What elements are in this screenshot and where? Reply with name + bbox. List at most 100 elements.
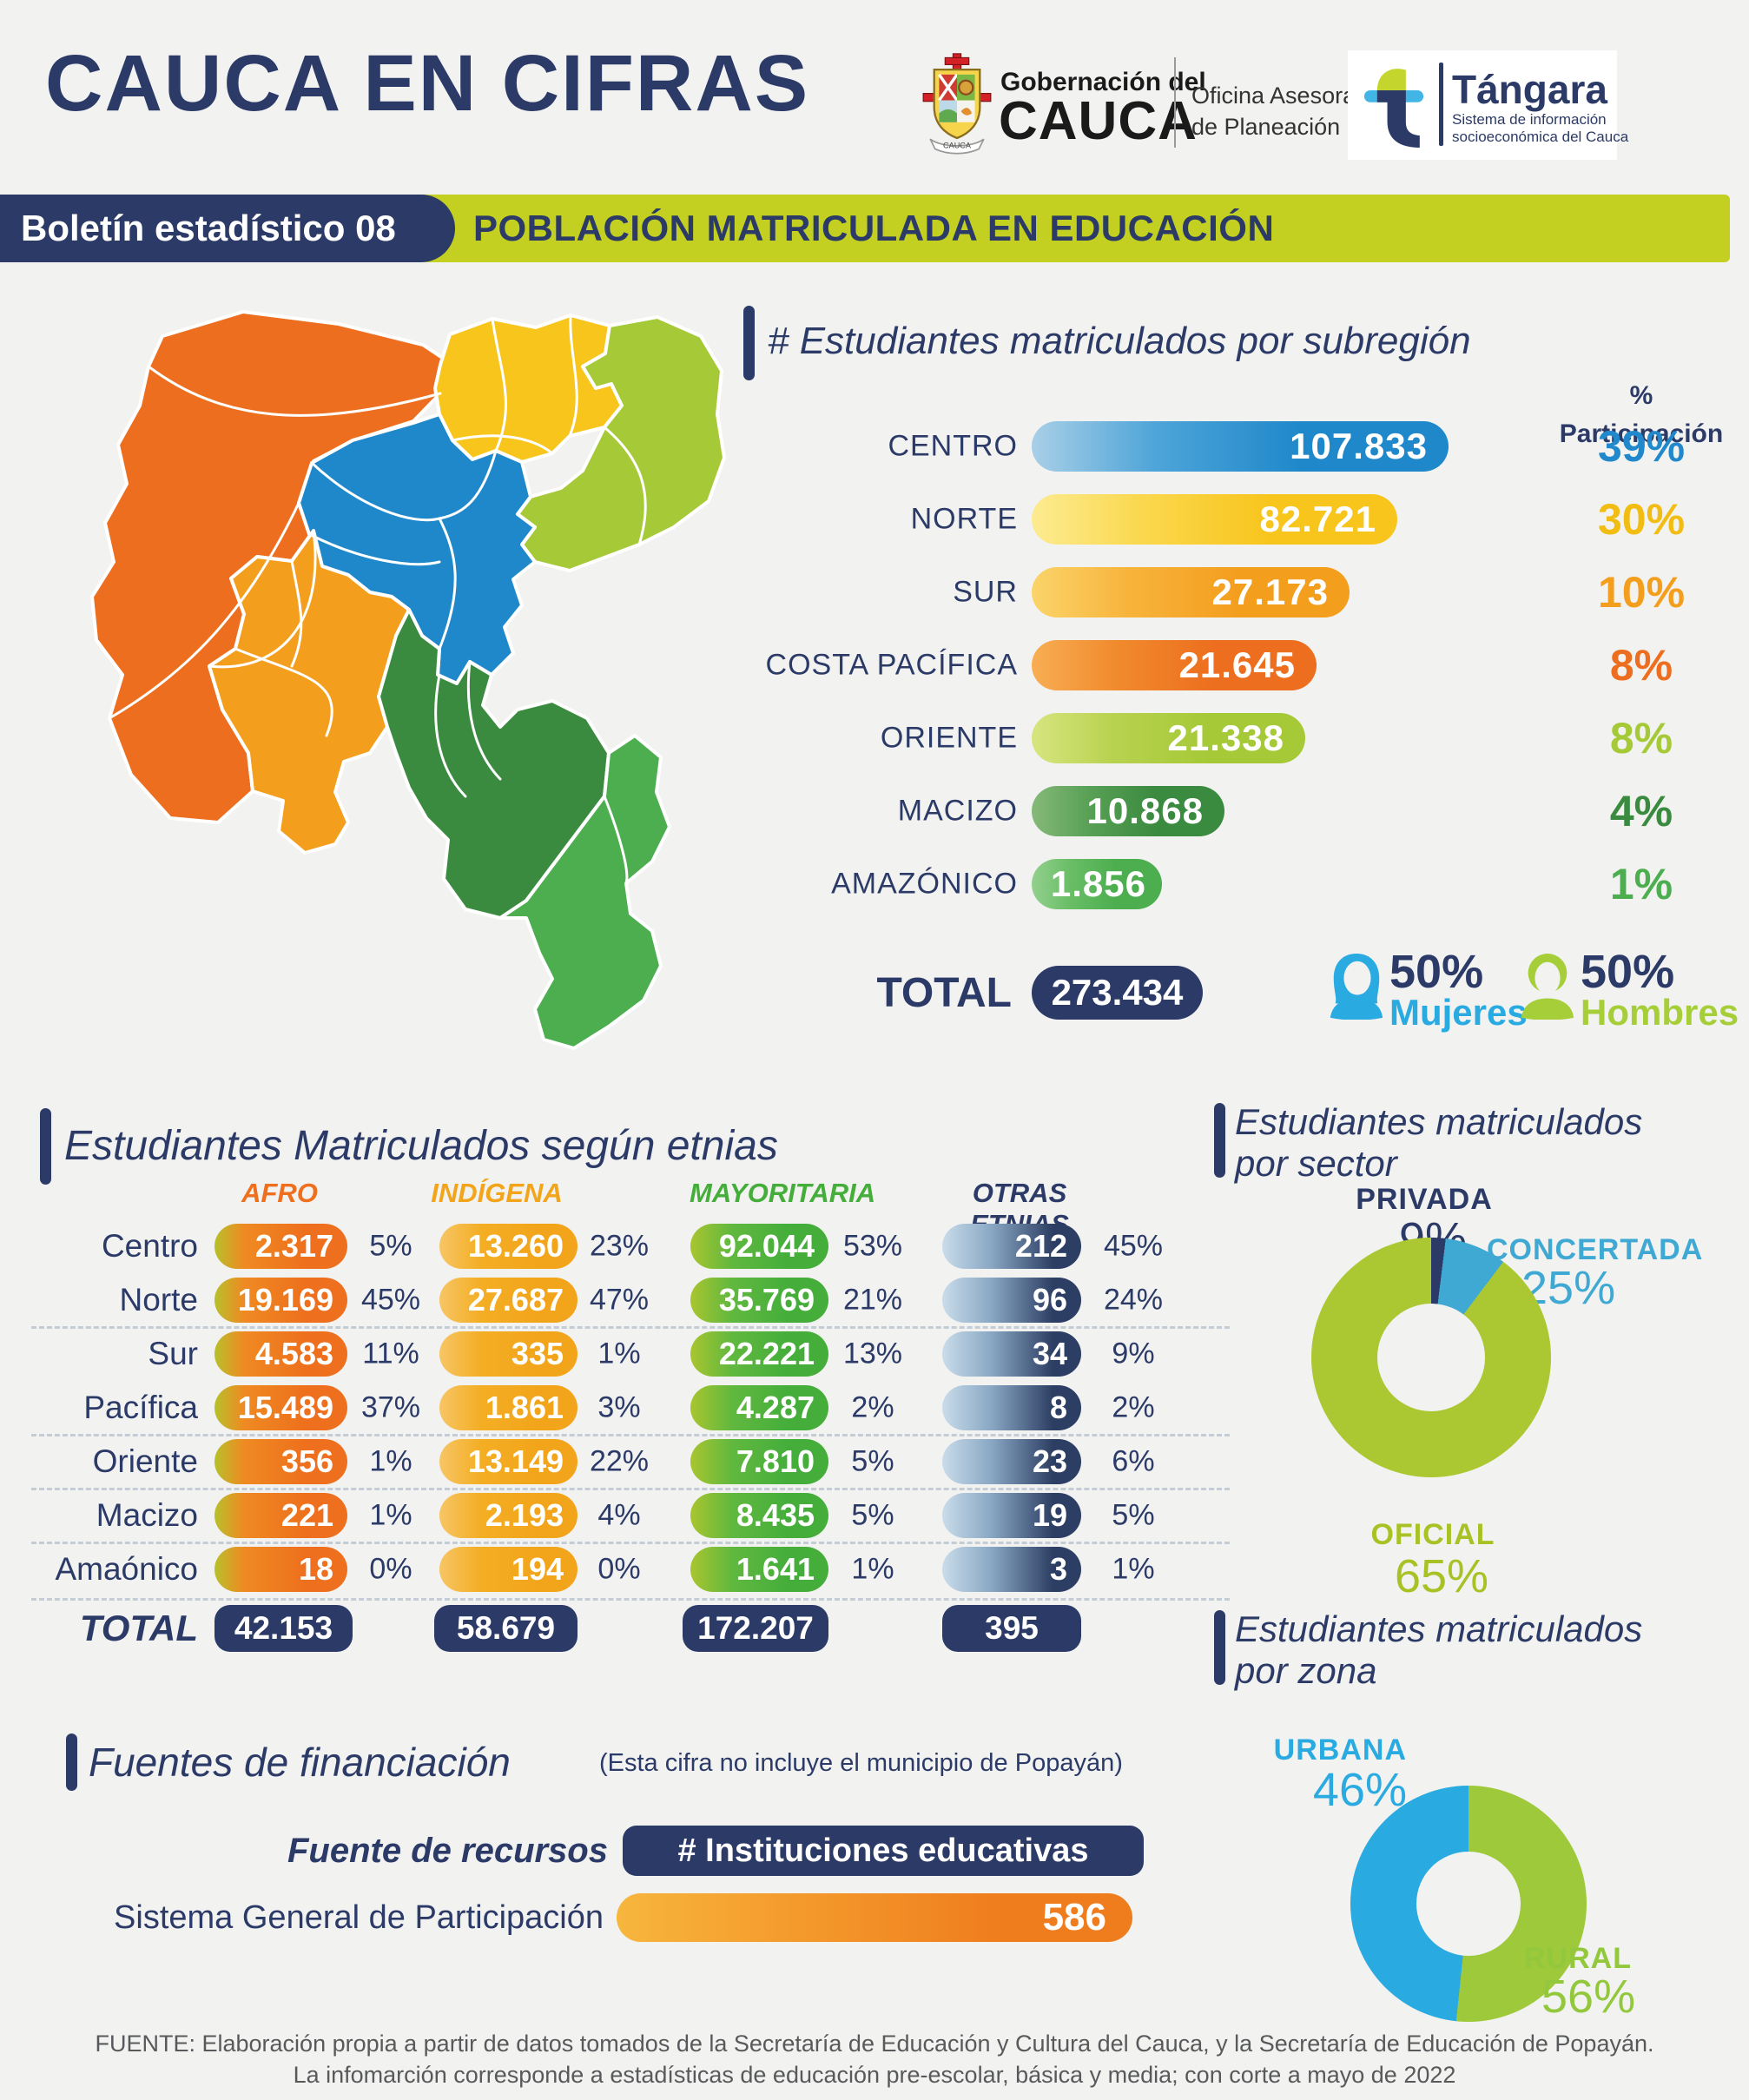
subregion-label: SUR (953, 575, 1018, 609)
sector-title-line2: por sector (1235, 1143, 1397, 1185)
row-divider (31, 1542, 1230, 1544)
subregion-participation: 30% (1597, 495, 1686, 544)
indigena-pct: 4% (597, 1498, 641, 1532)
row-divider (31, 1434, 1230, 1436)
sector-title-line1: Estudiantes matriculados (1235, 1101, 1643, 1142)
afro-bar: 15.489 (214, 1385, 347, 1430)
etnias-row-label: Centro (101, 1228, 198, 1264)
indigena-value: 194 (511, 1551, 564, 1587)
mayoritaria-bar: 7.810 (690, 1439, 828, 1484)
mayoritaria-pct: 5% (851, 1444, 894, 1478)
mayoritaria-bar: 4.287 (690, 1385, 828, 1430)
mayoritaria-value: 35.769 (718, 1282, 815, 1317)
column-header-indigena: INDÍGENA (431, 1178, 563, 1208)
gov-office-line1: Oficina Asesora (1191, 83, 1356, 109)
indigena-pct: 22% (589, 1444, 650, 1478)
afro-pct: 1% (369, 1444, 412, 1478)
otras-pct: 2% (1112, 1390, 1155, 1424)
indigena-bar: 1.861 (439, 1385, 578, 1430)
afro-value: 18 (298, 1551, 333, 1587)
subregion-bar: 10.868 (1032, 786, 1224, 836)
column-header-afro: AFRO (241, 1178, 318, 1208)
subregion-row-macizo: MACIZO 10.868 4% (0, 786, 1749, 836)
subregion-participation: 4% (1609, 787, 1673, 835)
indigena-bar: 2.193 (439, 1493, 578, 1538)
rural-label: RURAL (1524, 1942, 1632, 1975)
etnias-total-otras: 395 (942, 1605, 1081, 1652)
mayoritaria-pct: 1% (851, 1552, 894, 1586)
column-header-mayoritaria: MAYORITARIA (690, 1178, 876, 1208)
subregion-bar: 82.721 (1032, 494, 1397, 545)
sgp-value: 586 (1042, 1896, 1106, 1938)
bulletin-label: Boletín estadístico 08 (21, 208, 396, 248)
mayoritaria-pct: 53% (842, 1229, 903, 1263)
otras-pct: 45% (1103, 1229, 1164, 1263)
subregion-label: COSTA PACÍFICA (765, 648, 1018, 682)
indigena-bar: 335 (439, 1331, 578, 1377)
gov-logo-line2: CAUCA (999, 91, 1198, 151)
indigena-pct: 47% (589, 1283, 650, 1317)
zona-title-line1: Estudiantes matriculados (1235, 1608, 1643, 1649)
mayoritaria-value: 4.287 (736, 1390, 815, 1425)
otras-value: 19 (1032, 1497, 1067, 1533)
indigena-bar: 13.149 (439, 1439, 578, 1484)
sector-section-accent (1214, 1103, 1225, 1178)
row-divider (31, 1488, 1230, 1490)
otras-bar: 19 (942, 1493, 1081, 1538)
subregion-bar: 27.173 (1032, 567, 1350, 617)
etnias-total-label: TOTAL (79, 1608, 198, 1648)
tangara-brand: Tángara (1452, 67, 1607, 112)
etnias-total-indigena: 58.679 (434, 1605, 578, 1652)
subregion-value: 10.868 (1086, 790, 1204, 831)
page-title: CAUCA EN CIFRAS (45, 39, 810, 128)
instituciones-header-pill: # Instituciones educativas (623, 1826, 1144, 1876)
tangara-subtitle: Sistema de información socioeconómica de… (1452, 111, 1628, 147)
woman-icon (1330, 954, 1383, 1020)
mayoritaria-pct: 13% (842, 1337, 903, 1370)
subregion-row-amazonico: AMAZÓNICO 1.856 1% (0, 859, 1749, 909)
afro-value: 19.169 (237, 1282, 333, 1317)
indigena-value: 13.149 (467, 1443, 564, 1479)
gov-office-text: Oficina Asesora de Planeación (1191, 80, 1356, 143)
map-region-amazonico (498, 734, 671, 1050)
otras-value: 96 (1032, 1282, 1067, 1317)
mayoritaria-pct: 21% (842, 1283, 903, 1317)
subregion-participation: 10% (1597, 568, 1686, 617)
sector-section-title: Estudiantes matriculados por sector (1235, 1101, 1642, 1185)
mujeres-percent: 50% (1389, 946, 1484, 998)
oficial-label: OFICIAL (1370, 1518, 1495, 1551)
hombres-label: Hombres (1581, 992, 1739, 1033)
otras-value: 23 (1032, 1443, 1067, 1479)
afro-bar: 356 (214, 1439, 347, 1484)
gobernacion-crest-icon: CAUCA (922, 53, 992, 155)
subregion-row-centro: CENTRO 107.833 39% (0, 421, 1749, 472)
subregion-section-accent (743, 306, 755, 380)
subregion-label: MACIZO (897, 794, 1018, 828)
indigena-value: 2.193 (485, 1497, 564, 1533)
participation-header-line1: % (1629, 381, 1653, 410)
tangara-subtitle-line2: socioeconómica del Cauca (1452, 129, 1629, 146)
etnias-row-sur: Sur 4.583 11% 335 1% 22.221 13% 34 9% (0, 1331, 1242, 1377)
sgp-bar: 586 (617, 1893, 1132, 1942)
etnias-row-label: Norte (119, 1282, 198, 1317)
gov-logo-line1: Gobernación del (1000, 68, 1206, 96)
subregion-label: NORTE (910, 502, 1018, 536)
etnias-row-centro: Centro 2.317 5% 13.260 23% 92.044 53% 21… (0, 1224, 1242, 1269)
subregion-bar: 21.645 (1032, 640, 1317, 690)
subregion-participation: 8% (1609, 714, 1673, 763)
otras-bar: 96 (942, 1278, 1081, 1323)
mayoritaria-bar: 22.221 (690, 1331, 828, 1377)
afro-pct: 1% (369, 1498, 412, 1532)
map-region-sur (208, 529, 415, 855)
etnias-row-label: Sur (148, 1336, 198, 1371)
gov-office-line2: de Planeación (1191, 114, 1341, 141)
afro-pct: 11% (362, 1337, 419, 1370)
urbana-label: URBANA (1273, 1733, 1407, 1767)
subregion-value: 27.173 (1211, 571, 1329, 612)
fuente-recursos-header: Fuente de recursos (287, 1831, 608, 1870)
subregion-participation: 1% (1609, 860, 1673, 908)
afro-bar: 18 (214, 1547, 347, 1592)
sector-donut-chart (1311, 1238, 1551, 1477)
subregion-label: ORIENTE (880, 721, 1018, 755)
